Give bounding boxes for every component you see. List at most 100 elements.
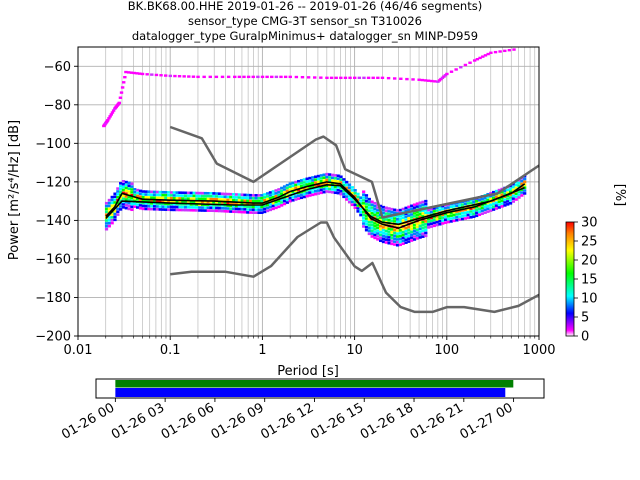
psd-cell (523, 192, 527, 195)
psd-cell (240, 199, 244, 202)
psd-cell (265, 200, 270, 204)
psd-cell (203, 209, 208, 212)
psd-cell (429, 225, 434, 228)
psd-cell (322, 185, 326, 188)
psd-cell (421, 209, 425, 212)
psd-cell (492, 190, 496, 194)
psd-cell (393, 228, 397, 232)
psd-cell (418, 230, 422, 233)
psd-cell (220, 192, 224, 196)
psd-cell (342, 181, 346, 184)
psd-cell (232, 195, 236, 199)
psd-cell (192, 191, 196, 195)
psd-cell (274, 189, 278, 192)
psd-cell (410, 227, 414, 231)
psd-cell (223, 201, 227, 204)
psd-cell (475, 211, 479, 215)
psd-cell (483, 205, 487, 209)
psd-cell-sparse (182, 75, 186, 78)
psd-cell (305, 183, 309, 186)
psd-cell (305, 194, 309, 198)
psd-cell-sparse (433, 80, 437, 83)
psd-cell (308, 176, 312, 180)
psd-cell (169, 194, 174, 197)
psd-cell (232, 201, 236, 205)
psd-cell (446, 220, 451, 224)
psd-cell (455, 210, 459, 213)
psd-cell (373, 201, 377, 205)
psd-cell (412, 226, 417, 230)
x-tick-label: 100 (434, 343, 459, 358)
psd-cell (370, 229, 374, 232)
psd-cell (455, 204, 459, 208)
psd-cell (268, 191, 273, 194)
psd-cell (412, 206, 417, 209)
psd-cell (460, 211, 465, 215)
psd-cell (150, 204, 154, 208)
psd-cell (421, 220, 425, 224)
psd-cell-sparse (489, 51, 493, 54)
psd-cell (243, 205, 247, 208)
psd-cell (407, 214, 411, 217)
psd-cell (446, 212, 451, 215)
psd-cell (150, 207, 154, 211)
psd-cell (412, 229, 417, 233)
psd-cell (144, 190, 148, 193)
psd-plot: 0.01 0.1 1 10 100 1000 −200 −180 −160 −140 −120 −1… (7, 46, 556, 379)
psd-cell (144, 207, 148, 211)
psd-cell (172, 194, 176, 197)
psd-cell (373, 225, 377, 228)
psd-cell (452, 216, 456, 220)
psd-cell (150, 199, 154, 202)
psd-cell (217, 198, 222, 201)
psd-cell (455, 213, 459, 216)
psd-cell (209, 206, 213, 210)
psd-cell (311, 193, 315, 197)
psd-cell (387, 207, 391, 210)
psd-cell (311, 190, 315, 194)
psd-cell (347, 197, 352, 201)
psd-cell (500, 196, 504, 200)
psd-cell (330, 182, 335, 185)
psd-cell-sparse (348, 76, 352, 80)
psd-cell (387, 233, 391, 236)
psd-cell (475, 214, 479, 218)
psd-cell (288, 196, 292, 200)
psd-cell (263, 196, 267, 199)
psd-cell (198, 194, 202, 198)
psd-cell (237, 210, 241, 214)
psd-cell (469, 213, 473, 216)
psd-cell (330, 191, 335, 194)
psd-cell-sparse (187, 75, 191, 78)
psd-cell (364, 220, 369, 223)
psd-cell (500, 190, 504, 194)
psd-cell (229, 207, 233, 210)
psd-cell (362, 219, 366, 222)
psd-cell (489, 197, 493, 201)
psd-cell (161, 199, 165, 203)
psd-cell (113, 212, 117, 216)
psd-cell (421, 200, 425, 204)
psd-cell (127, 198, 131, 202)
psd-cell (167, 196, 171, 200)
psd-cell (418, 224, 422, 228)
psd-cell (155, 202, 159, 205)
psd-cell (215, 209, 219, 213)
psd-cell (523, 189, 527, 192)
psd-cell (345, 195, 349, 198)
psd-cell (401, 213, 405, 217)
psd-cell (367, 229, 371, 233)
psd-cell (418, 213, 422, 216)
psd-cell (435, 206, 439, 209)
y-tick-label: −180 (35, 291, 71, 306)
psd-cell (328, 190, 332, 194)
psd-cell (246, 199, 250, 203)
psd-cell-sparse (274, 75, 279, 79)
psd-cell (285, 183, 289, 187)
psd-cell (508, 196, 513, 199)
psd-cell (206, 191, 210, 195)
time-tick-label: 01-26 12 (258, 400, 316, 442)
psd-cell (107, 216, 111, 219)
psd-cell-sparse (503, 49, 507, 53)
colorbar-tick-label: 20 (581, 254, 598, 269)
